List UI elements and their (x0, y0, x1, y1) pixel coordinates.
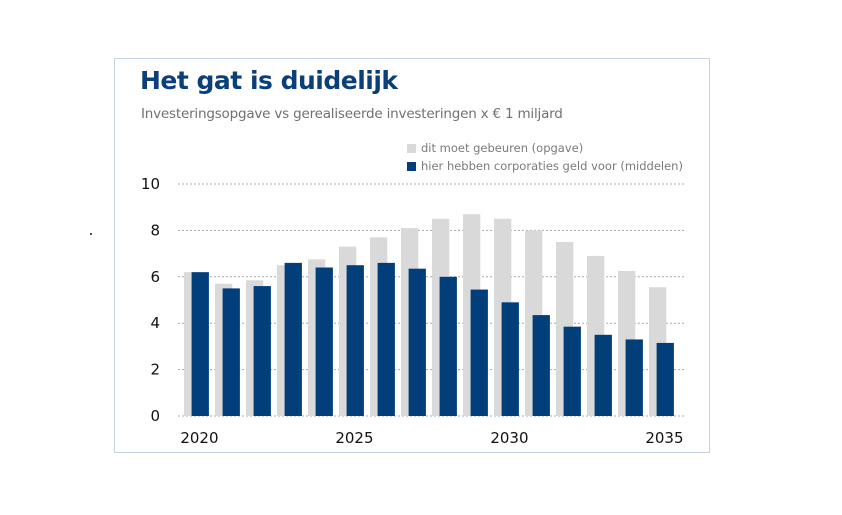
legend-item-middelen: hier hebben corporaties geld voor (midde… (407, 157, 683, 175)
bar-middelen-2035 (656, 342, 674, 416)
bar-middelen-2023 (284, 262, 302, 416)
bar-middelen-2034 (625, 339, 643, 416)
y-tick-label-4: 4 (150, 314, 160, 332)
legend-label-opgave: dit moet gebeuren (opgave) (421, 141, 584, 155)
y-tick-label-10: 10 (141, 175, 160, 193)
bar-middelen-2025 (346, 265, 364, 416)
y-tick-label-8: 8 (150, 221, 160, 239)
bar-middelen-2022 (253, 286, 271, 416)
bars (184, 214, 674, 416)
legend-item-opgave: dit moet gebeuren (opgave) (407, 139, 683, 157)
y-axis-ticks: 0 2 4 6 8 10 (141, 175, 160, 425)
x-tick-label-2025: 2025 (335, 429, 373, 447)
x-tick-label-2030: 2030 (490, 429, 528, 447)
legend-label-middelen: hier hebben corporaties geld voor (midde… (421, 159, 683, 173)
bar-middelen-2029 (470, 289, 488, 416)
legend-swatch-middelen (407, 161, 416, 171)
x-tick-label-2020: 2020 (180, 429, 218, 447)
chart-subtitle: Investeringsopgave vs gerealiseerde inve… (141, 106, 563, 122)
bar-middelen-2024 (315, 267, 333, 416)
bar-middelen-2021 (222, 288, 240, 416)
bar-middelen-2028 (439, 276, 457, 416)
stray-dot (90, 233, 92, 235)
y-tick-label-2: 2 (150, 361, 160, 379)
bar-middelen-2031 (532, 315, 550, 416)
x-axis-ticks: 2020 2025 2030 2035 (180, 429, 683, 447)
y-tick-label-0: 0 (150, 407, 160, 425)
legend: dit moet gebeuren (opgave) hier hebben c… (407, 139, 683, 175)
y-tick-label-6: 6 (150, 268, 160, 286)
x-tick-label-2035: 2035 (645, 429, 683, 447)
legend-swatch-opgave (407, 143, 416, 153)
bar-middelen-2020 (191, 272, 209, 416)
bar-middelen-2032 (563, 326, 581, 416)
bar-middelen-2027 (408, 268, 426, 416)
bar-middelen-2026 (377, 262, 395, 416)
bar-middelen-2030 (501, 302, 519, 416)
chart-title: Het gat is duidelijk (140, 66, 398, 95)
bar-middelen-2033 (594, 334, 612, 416)
